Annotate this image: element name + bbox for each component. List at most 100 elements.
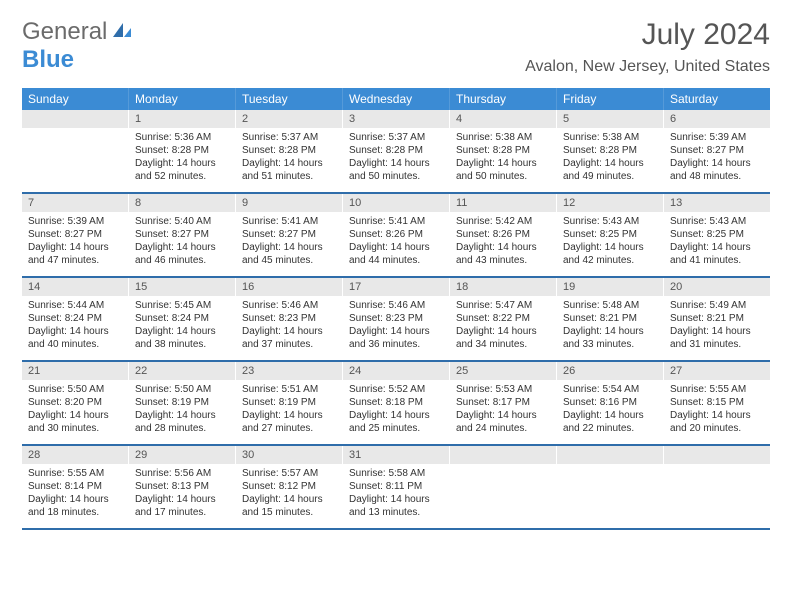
week-row: 14Sunrise: 5:44 AMSunset: 8:24 PMDayligh…: [22, 278, 770, 362]
day-number: 13: [664, 194, 770, 212]
logo: General: [22, 18, 133, 46]
sunrise-text: Sunrise: 5:38 AM: [456, 131, 550, 144]
daylight-text: Daylight: 14 hours and 30 minutes.: [28, 409, 122, 435]
day-cell: 18Sunrise: 5:47 AMSunset: 8:22 PMDayligh…: [450, 278, 557, 360]
daylight-text: Daylight: 14 hours and 22 minutes.: [563, 409, 657, 435]
daylight-text: Daylight: 14 hours and 18 minutes.: [28, 493, 122, 519]
day-cell: [22, 110, 129, 192]
day-cell: [664, 446, 770, 528]
day-number: 7: [22, 194, 128, 212]
day-cell: 7Sunrise: 5:39 AMSunset: 8:27 PMDaylight…: [22, 194, 129, 276]
day-number: 19: [557, 278, 663, 296]
calendar: SundayMondayTuesdayWednesdayThursdayFrid…: [22, 88, 770, 530]
day-cell: 3Sunrise: 5:37 AMSunset: 8:28 PMDaylight…: [343, 110, 450, 192]
sunset-text: Sunset: 8:25 PM: [563, 228, 657, 241]
week-row: 7Sunrise: 5:39 AMSunset: 8:27 PMDaylight…: [22, 194, 770, 278]
day-cell: 13Sunrise: 5:43 AMSunset: 8:25 PMDayligh…: [664, 194, 770, 276]
daylight-text: Daylight: 14 hours and 49 minutes.: [563, 157, 657, 183]
day-cell: 19Sunrise: 5:48 AMSunset: 8:21 PMDayligh…: [557, 278, 664, 360]
sunrise-text: Sunrise: 5:56 AM: [135, 467, 229, 480]
day-body: Sunrise: 5:49 AMSunset: 8:21 PMDaylight:…: [664, 296, 770, 357]
sunset-text: Sunset: 8:23 PM: [242, 312, 336, 325]
day-body: Sunrise: 5:58 AMSunset: 8:11 PMDaylight:…: [343, 464, 449, 525]
day-cell: 4Sunrise: 5:38 AMSunset: 8:28 PMDaylight…: [450, 110, 557, 192]
daylight-text: Daylight: 14 hours and 41 minutes.: [670, 241, 764, 267]
sunrise-text: Sunrise: 5:51 AM: [242, 383, 336, 396]
sunrise-text: Sunrise: 5:44 AM: [28, 299, 122, 312]
logo-sail-icon: [111, 21, 133, 39]
sunrise-text: Sunrise: 5:41 AM: [242, 215, 336, 228]
day-cell: 28Sunrise: 5:55 AMSunset: 8:14 PMDayligh…: [22, 446, 129, 528]
daylight-text: Daylight: 14 hours and 48 minutes.: [670, 157, 764, 183]
day-cell: 5Sunrise: 5:38 AMSunset: 8:28 PMDaylight…: [557, 110, 664, 192]
day-body: Sunrise: 5:39 AMSunset: 8:27 PMDaylight:…: [664, 128, 770, 189]
day-headers-row: SundayMondayTuesdayWednesdayThursdayFrid…: [22, 88, 770, 110]
sunrise-text: Sunrise: 5:47 AM: [456, 299, 550, 312]
month-title: July 2024: [525, 18, 770, 52]
day-body: Sunrise: 5:55 AMSunset: 8:15 PMDaylight:…: [664, 380, 770, 441]
sunrise-text: Sunrise: 5:39 AM: [28, 215, 122, 228]
day-number: [664, 446, 770, 464]
day-number: 16: [236, 278, 342, 296]
sunset-text: Sunset: 8:27 PM: [28, 228, 122, 241]
daylight-text: Daylight: 14 hours and 52 minutes.: [135, 157, 229, 183]
day-header: Tuesday: [236, 88, 343, 110]
daylight-text: Daylight: 14 hours and 17 minutes.: [135, 493, 229, 519]
week-row: 21Sunrise: 5:50 AMSunset: 8:20 PMDayligh…: [22, 362, 770, 446]
daylight-text: Daylight: 14 hours and 36 minutes.: [349, 325, 443, 351]
daylight-text: Daylight: 14 hours and 28 minutes.: [135, 409, 229, 435]
sunset-text: Sunset: 8:17 PM: [456, 396, 550, 409]
day-body: Sunrise: 5:50 AMSunset: 8:19 PMDaylight:…: [129, 380, 235, 441]
day-cell: 8Sunrise: 5:40 AMSunset: 8:27 PMDaylight…: [129, 194, 236, 276]
sunset-text: Sunset: 8:24 PM: [28, 312, 122, 325]
day-body: Sunrise: 5:46 AMSunset: 8:23 PMDaylight:…: [343, 296, 449, 357]
day-number: [557, 446, 663, 464]
day-number: 17: [343, 278, 449, 296]
day-number: 11: [450, 194, 556, 212]
daylight-text: Daylight: 14 hours and 45 minutes.: [242, 241, 336, 267]
day-cell: 9Sunrise: 5:41 AMSunset: 8:27 PMDaylight…: [236, 194, 343, 276]
day-number: 3: [343, 110, 449, 128]
day-number: 24: [343, 362, 449, 380]
sunset-text: Sunset: 8:26 PM: [349, 228, 443, 241]
day-cell: 23Sunrise: 5:51 AMSunset: 8:19 PMDayligh…: [236, 362, 343, 444]
day-body: Sunrise: 5:52 AMSunset: 8:18 PMDaylight:…: [343, 380, 449, 441]
day-cell: 11Sunrise: 5:42 AMSunset: 8:26 PMDayligh…: [450, 194, 557, 276]
day-body: Sunrise: 5:53 AMSunset: 8:17 PMDaylight:…: [450, 380, 556, 441]
day-body: Sunrise: 5:44 AMSunset: 8:24 PMDaylight:…: [22, 296, 128, 357]
daylight-text: Daylight: 14 hours and 15 minutes.: [242, 493, 336, 519]
day-cell: 20Sunrise: 5:49 AMSunset: 8:21 PMDayligh…: [664, 278, 770, 360]
sunrise-text: Sunrise: 5:37 AM: [349, 131, 443, 144]
sunrise-text: Sunrise: 5:39 AM: [670, 131, 764, 144]
sunset-text: Sunset: 8:23 PM: [349, 312, 443, 325]
day-number: 5: [557, 110, 663, 128]
day-number: 20: [664, 278, 770, 296]
daylight-text: Daylight: 14 hours and 37 minutes.: [242, 325, 336, 351]
sunset-text: Sunset: 8:25 PM: [670, 228, 764, 241]
day-cell: 2Sunrise: 5:37 AMSunset: 8:28 PMDaylight…: [236, 110, 343, 192]
sunset-text: Sunset: 8:19 PM: [135, 396, 229, 409]
sunrise-text: Sunrise: 5:55 AM: [28, 467, 122, 480]
day-number: 23: [236, 362, 342, 380]
day-cell: 29Sunrise: 5:56 AMSunset: 8:13 PMDayligh…: [129, 446, 236, 528]
day-header: Wednesday: [343, 88, 450, 110]
sunset-text: Sunset: 8:20 PM: [28, 396, 122, 409]
sunset-text: Sunset: 8:18 PM: [349, 396, 443, 409]
day-number: 21: [22, 362, 128, 380]
day-body: Sunrise: 5:51 AMSunset: 8:19 PMDaylight:…: [236, 380, 342, 441]
sunset-text: Sunset: 8:22 PM: [456, 312, 550, 325]
day-cell: 15Sunrise: 5:45 AMSunset: 8:24 PMDayligh…: [129, 278, 236, 360]
day-cell: 21Sunrise: 5:50 AMSunset: 8:20 PMDayligh…: [22, 362, 129, 444]
day-body: Sunrise: 5:39 AMSunset: 8:27 PMDaylight:…: [22, 212, 128, 273]
day-number: 30: [236, 446, 342, 464]
daylight-text: Daylight: 14 hours and 33 minutes.: [563, 325, 657, 351]
sunrise-text: Sunrise: 5:50 AM: [28, 383, 122, 396]
day-body: Sunrise: 5:50 AMSunset: 8:20 PMDaylight:…: [22, 380, 128, 441]
day-number: 15: [129, 278, 235, 296]
sunrise-text: Sunrise: 5:43 AM: [563, 215, 657, 228]
sunset-text: Sunset: 8:28 PM: [563, 144, 657, 157]
day-body: Sunrise: 5:54 AMSunset: 8:16 PMDaylight:…: [557, 380, 663, 441]
daylight-text: Daylight: 14 hours and 50 minutes.: [456, 157, 550, 183]
daylight-text: Daylight: 14 hours and 38 minutes.: [135, 325, 229, 351]
sunset-text: Sunset: 8:24 PM: [135, 312, 229, 325]
